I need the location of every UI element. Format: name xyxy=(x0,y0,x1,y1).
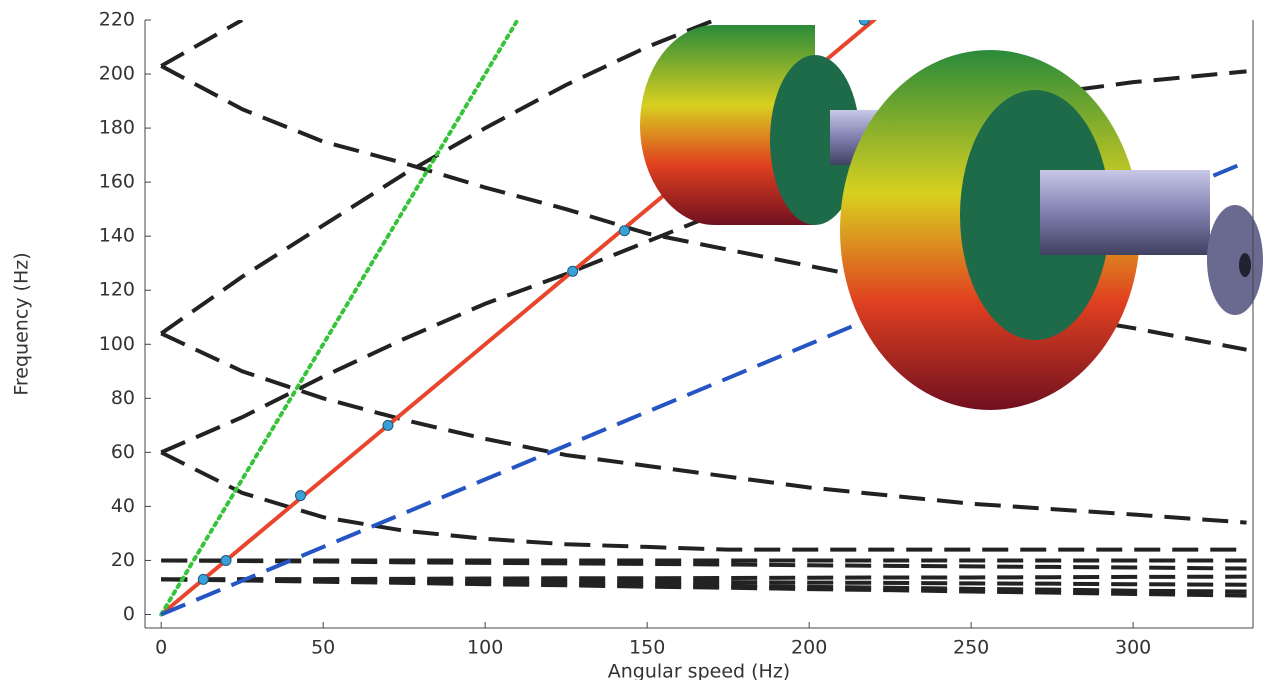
y-tick-label: 200 xyxy=(99,63,135,85)
x-tick-label: 100 xyxy=(467,637,503,659)
turbine-illustration xyxy=(640,25,1263,410)
crossing-point xyxy=(383,420,393,430)
x-tick-label: 300 xyxy=(1115,637,1151,659)
y-tick-label: 140 xyxy=(99,225,135,247)
y-tick-label: 220 xyxy=(99,9,135,31)
x-tick-label: 0 xyxy=(155,637,167,659)
y-tick-label: 20 xyxy=(111,549,135,571)
x-axis-label: Angular speed (Hz) xyxy=(608,661,790,680)
x-tick-label: 200 xyxy=(791,637,827,659)
y-axis-label: Frequency (Hz) xyxy=(11,252,33,395)
y-tick-label: 80 xyxy=(111,387,135,409)
y-tick-label: 0 xyxy=(123,603,135,625)
y-tick-label: 60 xyxy=(111,441,135,463)
series-line xyxy=(161,20,242,66)
y-tick-label: 40 xyxy=(111,495,135,517)
y-tick-label: 120 xyxy=(99,279,135,301)
crossing-point xyxy=(221,555,231,565)
y-tick-label: 100 xyxy=(99,333,135,355)
crossing-point xyxy=(619,226,629,236)
crossing-point xyxy=(859,15,869,25)
page: Frequency (Hz) Angular speed (Hz) 0 20 40 6… xyxy=(0,0,1268,680)
crossing-point xyxy=(198,574,208,584)
y-tick-label: 180 xyxy=(99,117,135,139)
y-tick-label: 160 xyxy=(99,171,135,193)
chart: Frequency (Hz) Angular speed (Hz) 0 20 40 6… xyxy=(0,0,1268,680)
x-tick-label: 150 xyxy=(629,637,665,659)
series-line xyxy=(161,452,1246,549)
x-tick-label: 250 xyxy=(953,637,989,659)
crossing-point xyxy=(568,266,578,276)
crossing-point xyxy=(296,491,306,501)
x-tick-label: 50 xyxy=(311,637,335,659)
